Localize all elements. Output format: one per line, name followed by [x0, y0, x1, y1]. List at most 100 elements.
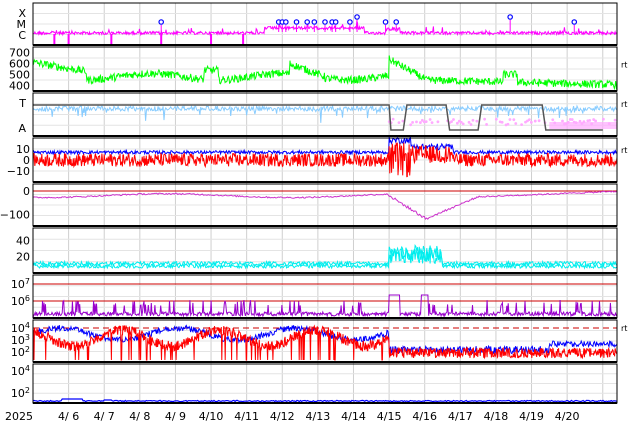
alt-electron-point — [506, 122, 510, 126]
proton-flux-line — [32, 294, 618, 318]
alt-electron-point — [514, 122, 518, 125]
flare-marker — [393, 19, 400, 25]
date-tick-label: 4/ 6 — [58, 410, 79, 423]
alt-electron-point — [455, 121, 459, 125]
alt-electron-point — [594, 119, 597, 123]
imf-ytick: −10 — [7, 165, 30, 178]
date-tick-label: 4/18 — [484, 410, 509, 423]
alt-electron-point — [424, 120, 428, 124]
alt-electron-point — [430, 121, 434, 125]
imf-rt-flag: rt — [621, 146, 627, 155]
electron-ytick: 103 — [11, 333, 30, 347]
cosmic-ytick: 104 — [11, 364, 30, 378]
date-tick-label: 4/10 — [199, 410, 224, 423]
alt-electron-point — [467, 120, 471, 124]
class-ytick: A — [18, 122, 26, 135]
date-tick-label: 4/16 — [412, 410, 437, 423]
alt-electron-point — [436, 120, 440, 124]
proton-density-line — [32, 247, 618, 270]
speed-ytick: 400 — [9, 80, 30, 93]
flare-marker — [507, 14, 513, 20]
alt-electron-point — [512, 118, 516, 122]
alt-electron-point — [420, 118, 424, 122]
date-tick-label: 4/ 8 — [129, 410, 150, 423]
alt-electron-point — [561, 119, 564, 123]
date-tick-label: 4/15 — [377, 410, 402, 423]
date-tick-label: 4/12 — [270, 410, 295, 423]
alt-electron-point — [508, 118, 512, 121]
electron-ytick: 102 — [11, 345, 30, 359]
alt-electron-point — [418, 121, 422, 124]
flare-marker — [304, 19, 310, 25]
date-tick-label: 4/13 — [306, 410, 331, 423]
speed-rt-flag: rt — [621, 61, 627, 70]
imf-ytick: 0 — [23, 154, 30, 167]
alt-electron-point — [551, 118, 555, 122]
cosmic-ytick: 102 — [11, 386, 30, 400]
alt-electron-point — [613, 118, 617, 122]
alt-electron-point — [409, 123, 413, 127]
density-ytick: 40 — [16, 234, 30, 247]
alt-electron-point — [415, 120, 418, 124]
bt-line — [32, 136, 618, 156]
date-tick-label: 4/20 — [555, 410, 580, 423]
alt-electron-point — [471, 118, 475, 122]
flare-marker — [322, 19, 328, 25]
flare-marker — [293, 19, 300, 25]
flare-marker — [158, 19, 164, 25]
bz-line — [32, 142, 618, 178]
alt-electron-point — [401, 119, 405, 123]
alt-electron-point — [500, 120, 504, 124]
class-ytick: T — [18, 97, 26, 110]
flare-marker — [311, 19, 318, 25]
speed-ytick: 500 — [9, 69, 30, 82]
alt-electron-point — [494, 117, 498, 121]
alt-electron-point — [592, 118, 596, 121]
alt-electron-point — [461, 122, 465, 126]
flare-marker — [332, 19, 339, 25]
alt-electron-point — [528, 118, 531, 122]
alt-electron-point — [397, 121, 401, 125]
alt-electron-point — [391, 117, 395, 121]
alt-electron-point — [452, 118, 455, 121]
alt-electron-point — [483, 117, 487, 121]
alt-electron-band — [549, 122, 617, 129]
alt-electron-point — [469, 123, 473, 126]
label-layer: XMC700600500400rtTArt100−10rt0−100402010… — [0, 7, 627, 423]
speed-ytick: 600 — [9, 58, 30, 71]
alt-electron-point — [601, 117, 605, 121]
density-ytick: 20 — [16, 251, 30, 264]
flare-marker — [382, 19, 389, 25]
speed-ytick: 700 — [9, 47, 30, 60]
alt-electron-point — [450, 120, 453, 124]
dst-ytick: 0 — [23, 185, 30, 198]
alt-electron-point — [459, 120, 463, 124]
flare-marker — [347, 19, 353, 25]
proton-ytick: 106 — [11, 294, 30, 308]
imf-ytick: 10 — [16, 143, 30, 156]
alt-electron-point — [475, 119, 479, 123]
flare-marker — [354, 14, 360, 20]
electron-flux-blue-line — [32, 324, 618, 356]
date-tick-label: 4/17 — [448, 410, 473, 423]
dst-line — [32, 190, 618, 220]
electron-flux-red-line — [32, 324, 618, 361]
xray-ytick: X — [18, 7, 26, 20]
alt-electron-point — [411, 120, 414, 124]
xray-ytick: C — [18, 29, 26, 42]
xray-ytick: M — [17, 18, 27, 31]
alt-electron-point — [520, 123, 524, 127]
alt-electron-point — [529, 120, 533, 124]
alt-electron-point — [428, 118, 432, 121]
electron-rt-flag: rt — [621, 324, 627, 333]
alt-electron-point — [537, 119, 541, 123]
cosmic-ray-line — [32, 398, 618, 403]
date-tick-label: 4/ 7 — [94, 410, 115, 423]
data-layer — [32, 14, 618, 403]
alt-electron-point — [533, 119, 537, 123]
dst-ytick: −100 — [0, 208, 30, 221]
alt-electron-point — [588, 118, 592, 122]
date-tick-label: 4/ 9 — [165, 410, 186, 423]
date-tick-label: 4/14 — [341, 410, 366, 423]
